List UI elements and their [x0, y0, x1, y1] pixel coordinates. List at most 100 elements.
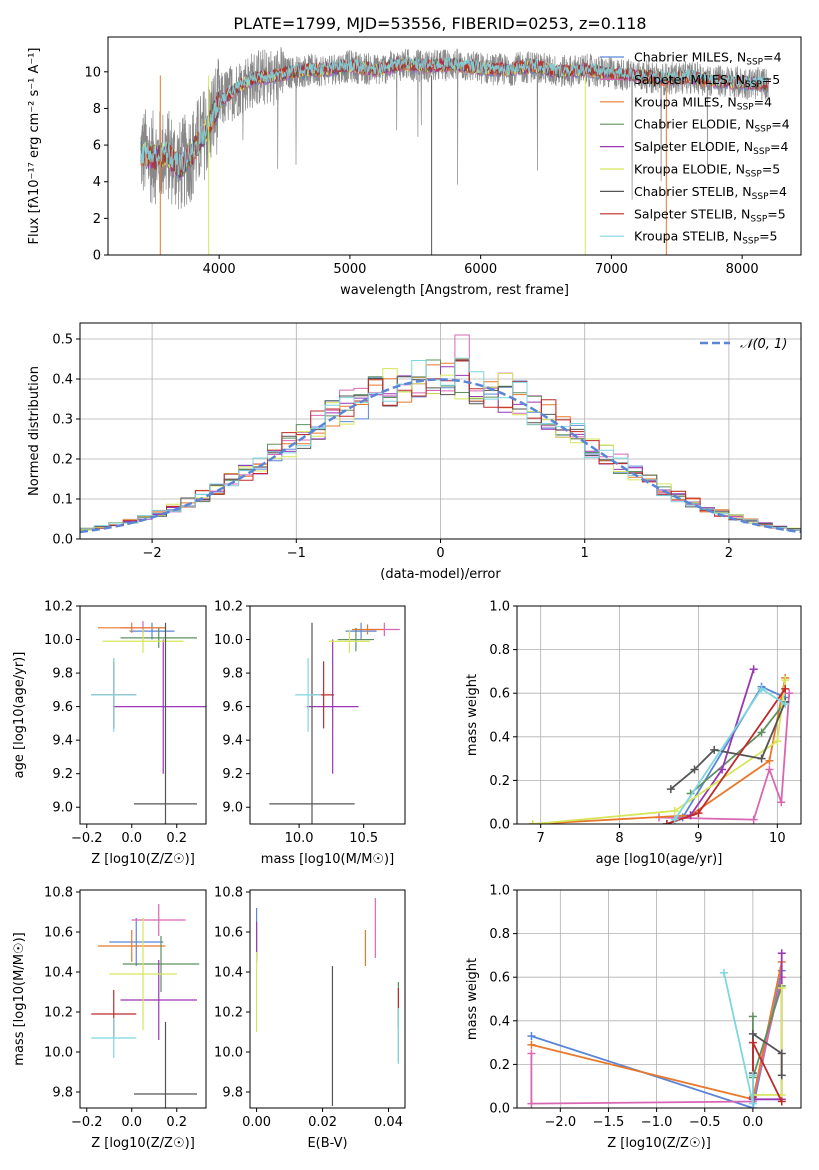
marker-chabrier_stelib — [777, 1049, 786, 1058]
legend-subscript: SSP — [745, 80, 762, 90]
legend-label-kroupa_stelib: Kroupa STELIB, NSSP=5 — [634, 229, 778, 247]
y-tick-label: 0.5 — [52, 333, 73, 348]
y-axis-label: mass weight — [465, 958, 480, 1040]
legend-label-chabrier_elodie: Chabrier ELODIE, NSSP=4 — [634, 117, 790, 135]
y-tick-label: 0.0 — [489, 818, 510, 833]
marker-salpeter_elodie — [718, 765, 727, 774]
axes-frame — [79, 889, 207, 1109]
panel-ebv_mass: 0.00 0.02 0.04 9.8 10.0 10.2 10.4 10.6 10.8 E(B-V… — [214, 886, 406, 1151]
legend-label-kroupa_elodie: Kroupa ELODIE, NSSP=5 — [634, 162, 780, 180]
marker-salpeter_miles — [749, 815, 758, 824]
errorbar-kroupa_stelib — [91, 1018, 137, 1058]
x-tick-label: 2 — [725, 546, 733, 561]
legend-subscript: SSP — [750, 214, 767, 224]
histogram-kroupa_stelib — [80, 357, 801, 539]
x-tick-label: 9 — [694, 831, 702, 846]
errorbar-chabrier_elodie — [120, 627, 197, 648]
legend-subscript: SSP — [745, 170, 762, 180]
y-tick-label: 10.6 — [44, 926, 73, 941]
legend-value: =5 — [759, 229, 777, 244]
marker-kroupa_elodie — [777, 984, 786, 993]
x-tick-label: 10.0 — [285, 831, 314, 846]
y-tick-label: 9.8 — [52, 667, 73, 682]
y-tick-label: 0.3 — [52, 413, 73, 428]
axes-frame — [107, 36, 802, 256]
plot-area-spectrum — [140, 47, 769, 255]
panel-mass_age: 10.0 10.5 9.0 9.2 9.4 9.6 9.8 10.0 10.2 mass [log… — [214, 600, 406, 867]
plot-area-z_mass — [91, 904, 200, 1108]
marker-salpeter_elodie — [749, 665, 758, 674]
x-tick-label: 0.04 — [374, 1115, 403, 1130]
y-tick-label: 0.4 — [52, 373, 73, 388]
marker-chabrier_stelib — [666, 785, 675, 794]
y-tick-label: 9.8 — [222, 1086, 243, 1101]
legend-subscript: SSP — [746, 58, 763, 68]
legend: Chabrier MILES, NSSP=4 Salpeter MILES, NS… — [600, 50, 790, 247]
normal-curve — [80, 378, 801, 534]
x-tick-label: 4000 — [203, 262, 236, 277]
marker-kroupa_elodie — [781, 676, 790, 685]
errorbar-kroupa_miles — [352, 624, 384, 635]
x-tick-label: 0.02 — [308, 1115, 337, 1130]
x-tick-label: 7 — [537, 831, 545, 846]
legend-value: =4 — [754, 94, 772, 109]
marker-kroupa_elodie — [670, 806, 679, 815]
legend-label-salpeter_miles: Salpeter MILES, NSSP=5 — [634, 72, 780, 90]
panel-z_mass: −0.2 0.0 0.2 9.8 10.0 10.2 10.4 10.6 10.8 Z [log1… — [12, 886, 207, 1151]
x-tick-label: −1 — [287, 546, 306, 561]
y-tick-label: 0.2 — [489, 1058, 510, 1073]
y-tick-label: 1.0 — [489, 600, 510, 615]
y-tick-label: 9.4 — [52, 734, 73, 749]
x-axis-label: age [log10(age/yr)] — [596, 852, 723, 867]
legend-label-chabrier_stelib: Chabrier STELIB, NSSP=4 — [634, 184, 787, 202]
plot-area-age_massweight — [528, 665, 794, 824]
x-tick-label: 0.2 — [166, 831, 187, 846]
marker-salpeter_miles — [527, 1049, 536, 1058]
x-tick-label: 5000 — [333, 262, 366, 277]
marker-kroupa_stelib — [719, 968, 728, 977]
x-axis-label: (data-model)/error — [380, 567, 501, 582]
legend-subscript: SSP — [742, 237, 759, 247]
x-tick-label: −1.5 — [593, 1115, 625, 1130]
y-tick-label: 0.2 — [52, 453, 73, 468]
y-tick-label: 0.4 — [489, 730, 510, 745]
legend-value: =4 — [771, 117, 789, 132]
x-tick-label: 8000 — [726, 262, 759, 277]
x-axis-label: Z [log10(Z/Z☉)] — [607, 1136, 711, 1151]
errorbar-kroupa_stelib — [91, 657, 137, 732]
x-tick-label: 0.0 — [121, 1115, 142, 1130]
y-tick-label: 0.8 — [489, 927, 510, 942]
y-tick-label: 10.0 — [214, 1046, 243, 1061]
x-tick-label: −2.0 — [545, 1115, 577, 1130]
model-spectrum-kroupa_stelib — [140, 56, 769, 176]
y-tick-label: 10 — [84, 65, 101, 80]
marker-salpeter_miles — [527, 1099, 536, 1108]
plot-area-mass_age — [269, 622, 400, 824]
errorbar-kroupa_miles — [98, 622, 166, 633]
y-tick-label: 0.6 — [489, 971, 510, 986]
y-tick-label: 9.8 — [52, 1086, 73, 1101]
y-tick-label: 9.8 — [222, 667, 243, 682]
errorbar-kroupa_elodie — [102, 629, 184, 653]
y-tick-label: 0.4 — [489, 1014, 510, 1029]
errorbar-salpeter_miles — [131, 904, 186, 936]
legend-subscript: SSP — [752, 192, 769, 202]
x-axis-label: Z [log10(Z/Z☉)] — [91, 852, 195, 867]
panel-age_massweight: 7 8 9 10 0.0 0.2 0.4 0.6 0.8 1.0 age [log10(age/yr… — [465, 600, 802, 867]
marker-chabrier_stelib — [777, 1071, 786, 1080]
x-tick-label: 0.2 — [166, 1115, 187, 1130]
x-axis-label: wavelength [Angstrom, rest frame] — [340, 283, 569, 298]
x-tick-label: −0.5 — [689, 1115, 721, 1130]
x-tick-label: 7000 — [595, 262, 628, 277]
x-tick-label: 0.0 — [743, 1115, 764, 1130]
errorbar-kroupa_elodie — [328, 629, 371, 653]
marker-kroupa_miles — [765, 756, 774, 765]
y-tick-label: 4 — [93, 175, 101, 190]
marker-kroupa_stelib — [757, 684, 766, 693]
axes-frame — [79, 605, 207, 825]
errorbar-chabrier_elodie — [337, 627, 374, 652]
x-tick-label: 0 — [436, 546, 444, 561]
errorbar-chabrier_miles — [109, 918, 164, 966]
marker-salpeter_miles — [785, 689, 794, 698]
